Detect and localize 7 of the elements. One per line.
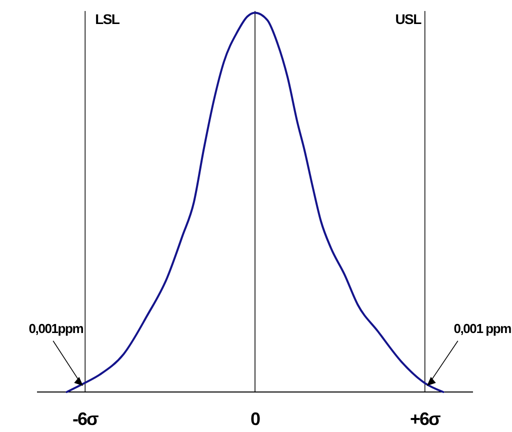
ref-line-label: USL [395, 11, 422, 27]
x-tick-label: -6σ [72, 409, 98, 429]
x-tick-label: +6σ [410, 409, 440, 429]
ref-line-label: LSL [95, 11, 120, 27]
annotation: 0,001 ppm [454, 320, 512, 336]
annotation: 0,001ppm [28, 320, 84, 336]
x-tick-label: 0 [250, 409, 260, 429]
